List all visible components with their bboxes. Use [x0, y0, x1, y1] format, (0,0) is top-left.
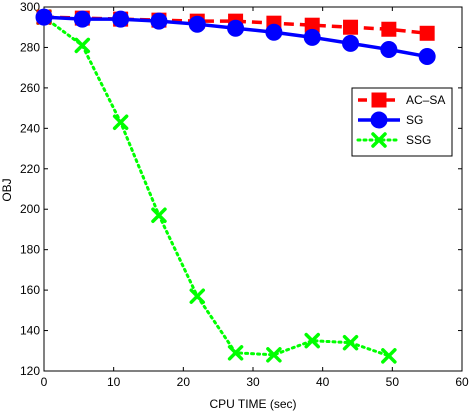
data-point-ac-sa	[381, 21, 397, 37]
x-tick-label: 60	[455, 375, 469, 389]
x-tick-label: 20	[177, 375, 191, 389]
y-axis: 120 140 160 180 200 220 240 260 280 300	[20, 0, 462, 378]
x-tick-label: 50	[386, 375, 400, 389]
data-point-ssg	[112, 114, 129, 131]
data-point-sg	[380, 40, 398, 58]
data-point-ssg	[189, 288, 206, 304]
y-tick-label: 200	[20, 202, 40, 216]
series-layer	[35, 8, 436, 364]
data-point-sg	[303, 28, 321, 46]
legend-marker-ac-sa	[371, 92, 387, 108]
series-sg	[35, 8, 436, 66]
data-point-ssg	[151, 207, 167, 224]
data-point-sg	[342, 34, 360, 52]
data-point-sg	[112, 10, 130, 28]
y-tick-label: 300	[20, 0, 40, 14]
data-point-ssg	[266, 347, 282, 363]
data-point-sg	[188, 15, 206, 33]
y-tick-label: 160	[20, 283, 40, 297]
data-point-ssg	[227, 345, 244, 361]
y-tick-label: 120	[20, 364, 40, 378]
plot-area	[43, 6, 463, 372]
x-axis-label: CPU TIME (sec)	[209, 397, 296, 411]
y-tick-label: 180	[20, 243, 40, 257]
data-point-sg	[418, 48, 436, 66]
y-tick-label: 240	[20, 121, 40, 135]
data-point-ac-sa	[343, 19, 359, 35]
legend-label-ssg: SSG	[406, 133, 431, 147]
x-tick-label: 10	[107, 375, 121, 389]
data-point-sg	[35, 8, 53, 26]
legend-marker-ssg	[371, 132, 387, 148]
data-point-ac-sa	[419, 25, 435, 41]
data-point-ssg	[342, 334, 359, 351]
data-point-sg	[73, 10, 91, 28]
x-tick-label: 40	[316, 375, 330, 389]
y-tick-label: 260	[20, 81, 40, 95]
legend: AC–SA SG SSG	[351, 87, 453, 157]
data-point-sg	[227, 19, 245, 37]
data-point-sg	[265, 23, 283, 41]
y-tick-label: 140	[20, 324, 40, 338]
y-tick-label: 280	[20, 40, 40, 54]
series-ssg	[36, 9, 397, 364]
legend-marker-sg	[370, 111, 388, 129]
legend-label-ac-sa: AC–SA	[406, 93, 445, 107]
legend-label-sg: SG	[406, 113, 423, 127]
x-axis: 0 10 20 30 40 50 60	[41, 7, 469, 389]
legend-box	[351, 87, 453, 157]
data-point-ssg	[381, 348, 397, 364]
x-tick-label: 30	[246, 375, 260, 389]
y-tick-label: 220	[20, 162, 40, 176]
x-tick-label: 0	[41, 375, 48, 389]
y-axis-label: OBJ	[0, 178, 14, 201]
legend-marks	[356, 92, 402, 148]
series-line-ssg	[42, 15, 391, 358]
data-point-sg	[150, 12, 168, 30]
data-point-ssg	[304, 332, 320, 349]
data-point-ssg	[74, 37, 91, 54]
